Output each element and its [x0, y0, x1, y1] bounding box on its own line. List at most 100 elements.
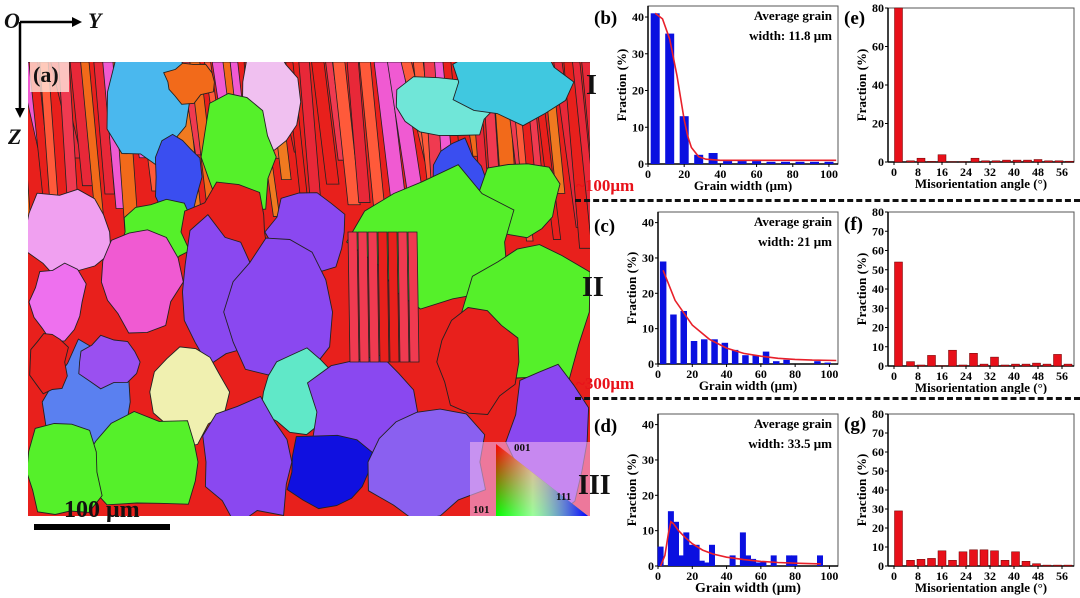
- equiaxed-grain: [78, 334, 141, 390]
- bar: [723, 161, 733, 164]
- bar: [1063, 363, 1073, 367]
- bar: [958, 551, 968, 567]
- x-tick-label: 8: [915, 369, 921, 383]
- x-tick-label: 24: [960, 165, 972, 179]
- bar: [948, 560, 957, 567]
- bar: [1042, 564, 1052, 567]
- average-grain-annotation: width: 33.5 μm: [748, 436, 832, 451]
- y-tick-label: 60: [872, 445, 884, 459]
- fit-curve: [659, 520, 821, 567]
- x-tick-label: 60: [755, 367, 767, 381]
- y-tick-label: 70: [872, 426, 884, 440]
- bar: [990, 356, 999, 367]
- bar: [680, 311, 687, 364]
- bar: [762, 351, 770, 364]
- x-tick-label: 80: [789, 367, 801, 381]
- y-tick-label: 50: [872, 464, 884, 478]
- bar: [969, 353, 978, 367]
- depth-label-100um: ~100μm: [576, 176, 635, 195]
- x-axis-label: Misorientation angle (°): [915, 380, 1047, 394]
- bar: [739, 532, 746, 566]
- x-tick-label: 40: [714, 167, 726, 181]
- scale-bar-label: 100 μm: [64, 497, 140, 523]
- bar: [1042, 363, 1052, 367]
- bar: [659, 261, 667, 364]
- y-axis-label: Fraction (%): [614, 49, 629, 122]
- equiaxed-grain: [28, 423, 103, 515]
- y-tick-label: 20: [872, 117, 884, 131]
- plot-frame: [887, 7, 1075, 163]
- y-tick-label: 30: [642, 453, 654, 467]
- x-tick-label: 0: [891, 165, 897, 179]
- x-tick-label: 40: [1008, 369, 1020, 383]
- bar: [1011, 363, 1020, 367]
- bar: [1053, 354, 1062, 367]
- panel-label: (c): [594, 216, 615, 237]
- y-axis-label: Fraction (%): [624, 454, 639, 527]
- bar: [708, 153, 718, 164]
- equiaxed-grain: [28, 262, 87, 342]
- bar: [698, 560, 705, 566]
- region-label-III: III: [578, 470, 611, 501]
- fit-curve: [662, 270, 837, 362]
- y-tick-label: 0: [638, 157, 644, 171]
- x-axis-label: Grain width (μm): [699, 378, 797, 393]
- bar: [673, 521, 679, 566]
- y-tick-label: 0: [878, 155, 884, 169]
- x-tick-label: 32: [984, 165, 996, 179]
- coord-axes-arrows: [15, 17, 82, 118]
- bar: [1063, 564, 1073, 567]
- ipf-color-triangle: [496, 444, 588, 516]
- x-tick-label: 8: [915, 569, 921, 583]
- bar: [670, 314, 677, 364]
- bar: [786, 555, 793, 566]
- x-tick-label: 0: [645, 167, 651, 181]
- bar: [810, 161, 819, 164]
- bar: [737, 161, 747, 164]
- y-tick-label: 0: [878, 359, 884, 373]
- average-grain-annotation: Average grain: [754, 416, 833, 431]
- bar: [667, 511, 674, 566]
- equiaxed-grain: [452, 62, 575, 127]
- bar: [701, 339, 708, 364]
- columnar-grain: [387, 231, 400, 363]
- equiaxed-grain: [163, 62, 215, 105]
- y-tick-label: 40: [632, 10, 644, 24]
- coord-origin-label: O: [4, 8, 20, 33]
- bar: [693, 544, 700, 566]
- average-grain-annotation: width: 11.8 μm: [749, 28, 832, 43]
- y-tick-label: 30: [872, 301, 884, 315]
- bar: [1021, 561, 1031, 567]
- bar: [773, 361, 780, 364]
- bar: [958, 364, 968, 367]
- plot-frame: [887, 413, 1075, 567]
- bar: [1032, 563, 1041, 567]
- panel-label: (d): [594, 416, 617, 437]
- bar: [1065, 160, 1074, 163]
- columnar-grain: [311, 62, 340, 185]
- bar: [906, 160, 915, 163]
- bar: [979, 363, 989, 367]
- bar: [916, 559, 926, 567]
- x-tick-label: 56: [1056, 369, 1068, 383]
- x-tick-label: 0: [655, 367, 661, 381]
- bar: [678, 555, 685, 566]
- bar: [969, 549, 978, 567]
- columnar-grain: [346, 62, 371, 203]
- bar: [981, 160, 990, 163]
- x-tick-label: 20: [678, 167, 690, 181]
- panel-label: (f): [844, 214, 863, 235]
- y-tick-label: 30: [632, 47, 644, 61]
- y-axis-label: Fraction (%): [854, 253, 869, 326]
- x-tick-label: 56: [1056, 165, 1068, 179]
- x-tick-label: 100: [820, 569, 838, 583]
- bar: [750, 558, 757, 566]
- bar: [795, 161, 805, 164]
- bar: [1032, 362, 1041, 367]
- y-tick-label: 80: [872, 1, 884, 15]
- x-tick-label: 32: [984, 569, 996, 583]
- x-tick-label: 48: [1032, 165, 1044, 179]
- y-tick-label: 20: [642, 488, 654, 502]
- y-tick-label: 20: [632, 84, 644, 98]
